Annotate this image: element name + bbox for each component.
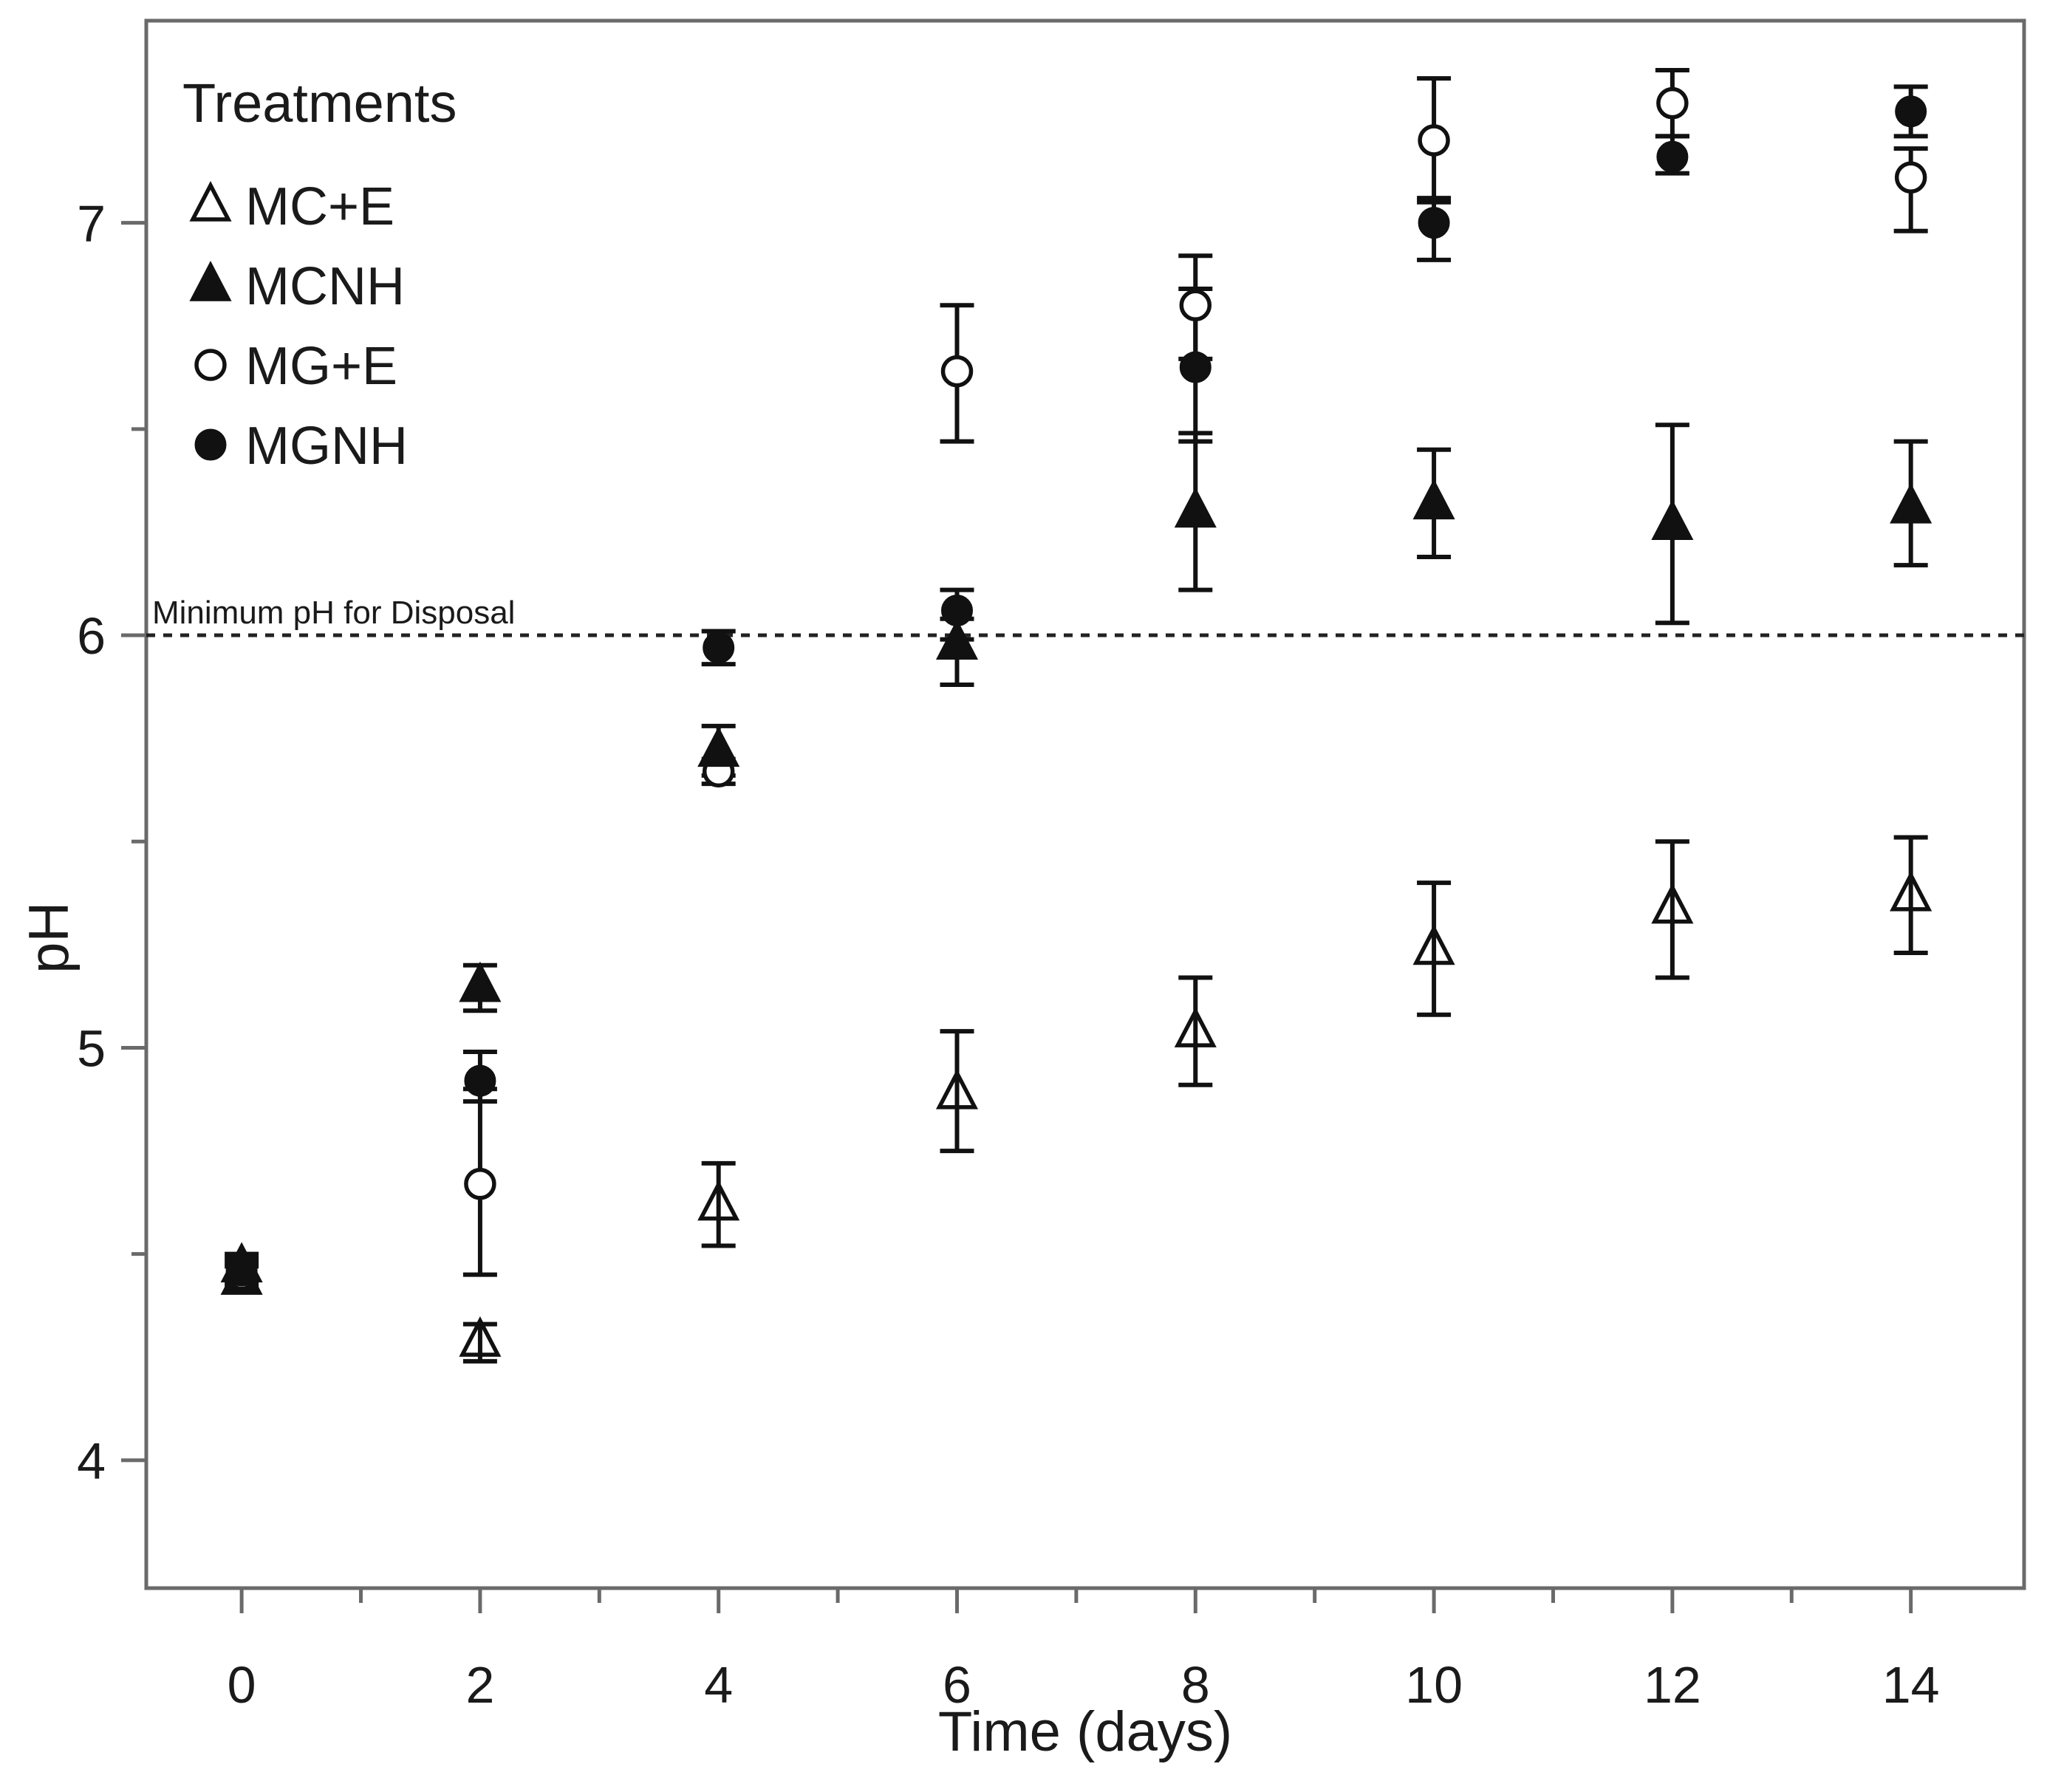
data-point-MC+E-day2 xyxy=(459,1316,502,1357)
x-tick-label: 6 xyxy=(943,1656,971,1714)
x-tick-label: 0 xyxy=(228,1656,256,1714)
x-axis-label: Time (days) xyxy=(938,1700,1232,1763)
data-point-MG+E-day10 xyxy=(1418,124,1450,157)
data-point-MC+E-day12 xyxy=(1651,883,1694,924)
data-point-MG+E-day12 xyxy=(1656,86,1689,120)
y-tick-label: 6 xyxy=(77,607,106,665)
data-point-MCNH-day14 xyxy=(1890,482,1932,524)
y-tick-label: 5 xyxy=(77,1019,106,1077)
x-tick-label: 8 xyxy=(1181,1656,1210,1714)
legend-marker-MGNH xyxy=(194,428,227,461)
data-point-MGNH-day12 xyxy=(1656,140,1689,173)
data-point-MC+E-day6 xyxy=(935,1068,979,1109)
legend-marker-MC+E xyxy=(189,181,232,222)
legend-label-MC+E: MC+E xyxy=(245,177,394,236)
legend-label-MGNH: MGNH xyxy=(245,417,408,476)
legend-label-MG+E: MG+E xyxy=(245,337,397,396)
data-point-MGNH-day14 xyxy=(1895,95,1927,128)
legend-marker-MG+E xyxy=(194,349,227,381)
legend-marker-MCNH xyxy=(189,261,232,301)
data-point-MGNH-day8 xyxy=(1179,351,1212,383)
legend-label-MCNH: MCNH xyxy=(245,257,405,316)
data-point-MC+E-day8 xyxy=(1174,1007,1217,1047)
y-tick-label: 7 xyxy=(77,195,106,253)
data-point-MCNH-day6 xyxy=(935,619,979,660)
data-point-MCNH-day8 xyxy=(1174,487,1217,528)
data-point-MGNH-day2 xyxy=(464,1064,496,1097)
data-point-MG+E-day2 xyxy=(464,1167,496,1200)
y-tick-label: 4 xyxy=(77,1432,106,1490)
x-tick-label: 14 xyxy=(1882,1656,1940,1714)
y-axis-label: pH xyxy=(18,902,81,974)
legend-title: Treatments xyxy=(182,72,457,134)
data-point-MG+E-day8 xyxy=(1179,289,1212,322)
data-point-MGNH-day6 xyxy=(940,595,973,627)
data-point-MGNH-day4 xyxy=(703,632,735,664)
min-ph-reference-label: Minimum pH for Disposal xyxy=(152,595,515,631)
x-tick-label: 12 xyxy=(1644,1656,1701,1714)
x-tick-label: 2 xyxy=(465,1656,494,1714)
plot-frame xyxy=(144,18,2026,1590)
x-tick-label: 10 xyxy=(1405,1656,1463,1714)
x-tick-label: 4 xyxy=(704,1656,733,1714)
data-point-MGNH-day0 xyxy=(225,1254,258,1287)
data-point-MC+E-day10 xyxy=(1412,924,1455,965)
data-point-MCNH-day4 xyxy=(697,726,740,767)
data-point-MG+E-day6 xyxy=(940,355,974,388)
data-point-MGNH-day10 xyxy=(1418,207,1450,239)
data-point-MC+E-day4 xyxy=(697,1180,740,1221)
data-point-MCNH-day12 xyxy=(1651,499,1694,541)
data-point-MCNH-day2 xyxy=(459,961,502,1002)
data-point-MCNH-day10 xyxy=(1412,479,1455,520)
data-point-MG+E-day14 xyxy=(1894,161,1927,194)
data-point-MC+E-day14 xyxy=(1890,870,1932,912)
